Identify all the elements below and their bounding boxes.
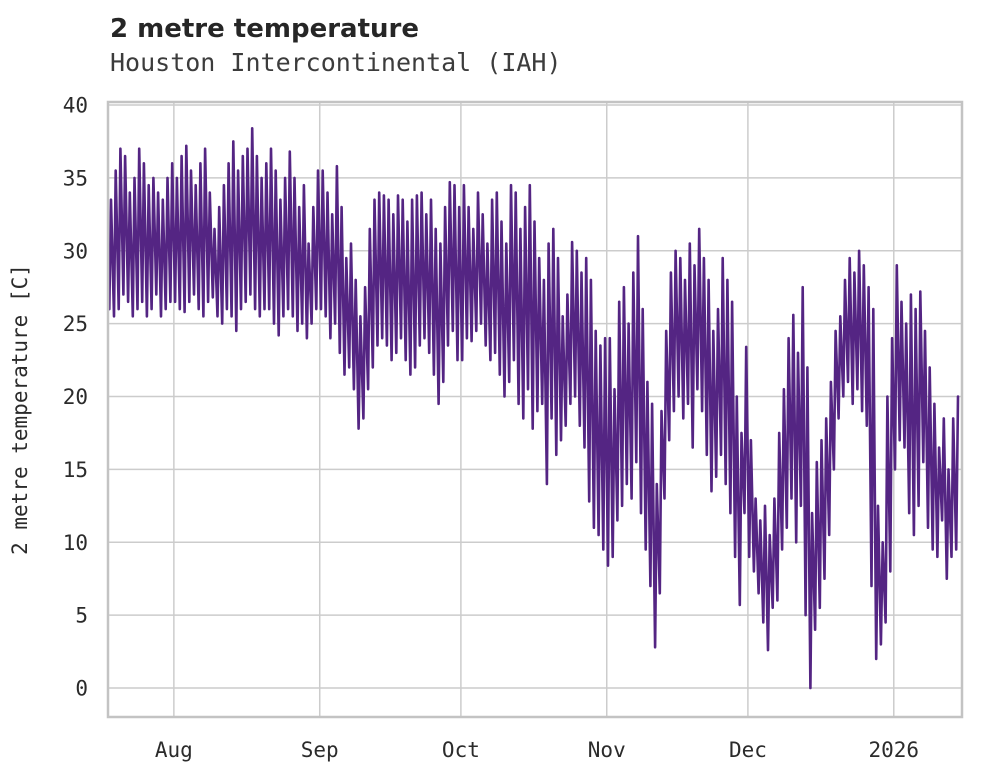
y-tick-label: 20: [63, 385, 88, 409]
plot-border: [106, 100, 964, 719]
y-tick-label: 35: [63, 166, 88, 190]
chart-subtitle: Houston Intercontinental (IAH): [110, 48, 562, 77]
y-axis-label: 2 metre temperature [C]: [8, 264, 32, 555]
x-tick-label: Oct: [442, 738, 480, 762]
y-tick-label: 40: [63, 94, 88, 118]
x-tick-label: 2026: [868, 738, 919, 762]
chart-title: 2 metre temperature: [110, 14, 419, 44]
temperature-series-line: [108, 127, 960, 690]
x-tick-label: Dec: [729, 738, 767, 762]
x-tick-label: Nov: [588, 738, 626, 762]
y-tick-label: 30: [63, 239, 88, 263]
y-tick-label: 10: [63, 531, 88, 555]
y-tick-label: 15: [63, 458, 88, 482]
y-tick-label: 25: [63, 312, 88, 336]
x-tick-label: Sep: [301, 738, 339, 762]
y-tick-label: 0: [75, 677, 88, 701]
x-tick-label: Aug: [155, 738, 193, 762]
y-tick-label: 5: [75, 604, 88, 628]
